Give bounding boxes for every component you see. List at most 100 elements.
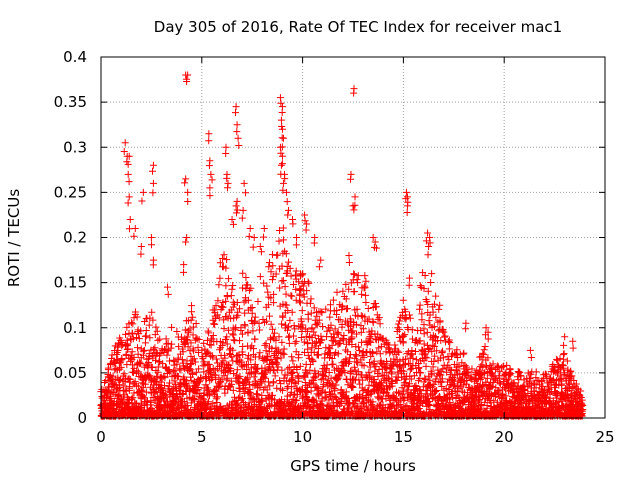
data-point-marker [164,290,172,298]
data-point-marker [108,351,116,359]
data-point-marker [190,355,198,363]
data-point-marker [134,389,142,397]
data-point-marker [317,256,325,264]
data-point-marker [543,372,551,380]
data-point-marker [288,308,296,316]
data-point-marker [219,254,227,262]
data-point-marker [439,365,447,373]
data-point-marker [426,390,434,398]
data-point-marker [298,324,306,332]
data-point-marker [364,304,372,312]
data-point-marker [131,378,139,386]
data-point-marker [349,202,357,210]
data-point-marker [263,353,271,361]
data-point-marker [331,325,339,333]
data-point-marker [399,296,407,304]
data-point-marker [345,258,353,266]
data-point-marker [418,310,426,318]
data-point-marker [445,338,453,346]
data-point-marker [449,376,457,384]
data-point-marker [311,369,319,377]
data-point-marker [318,402,326,410]
data-point-marker [259,316,267,324]
data-point-marker [424,301,432,309]
data-point-marker [300,293,308,301]
data-point-marker [414,393,422,401]
data-point-marker [430,357,438,365]
data-point-marker [348,333,356,341]
data-point-marker [252,370,260,378]
data-point-marker [223,374,231,382]
data-point-marker [433,387,441,395]
data-point-marker [484,335,492,343]
data-point-marker [129,335,137,343]
data-point-marker [350,287,358,295]
data-point-marker [155,357,163,365]
data-point-marker [267,294,275,302]
data-point-marker [408,326,416,334]
data-point-marker [205,360,213,368]
data-point-marker [321,366,329,374]
data-point-marker [405,311,413,319]
data-point-marker [264,301,272,309]
data-point-marker [243,366,251,374]
data-point-marker [429,363,437,371]
data-point-marker [568,372,576,380]
data-point-marker [430,300,438,308]
data-point-marker [111,390,119,398]
data-point-marker [288,370,296,378]
data-point-marker [233,197,241,205]
data-point-marker [274,363,282,371]
y-tick-label: 0.15 [54,274,87,292]
data-point-marker [502,392,510,400]
data-point-marker [439,354,447,362]
data-point-marker [278,109,286,117]
data-point-marker [208,352,216,360]
data-point-marker [283,371,291,379]
data-point-marker [572,380,580,388]
data-point-marker [242,189,250,197]
data-point-marker [452,394,460,402]
data-point-marker [345,285,353,293]
data-point-marker [445,345,453,353]
data-point-marker [286,264,294,272]
data-point-marker [225,275,233,283]
data-point-marker [432,388,440,396]
data-point-marker [118,356,126,364]
data-point-marker [240,298,248,306]
data-point-marker [125,193,133,201]
data-point-marker [323,327,331,335]
data-point-marker [433,347,441,355]
data-point-marker [178,356,186,364]
data-point-marker [364,386,372,394]
data-point-marker [416,337,424,345]
data-point-marker [286,316,294,324]
data-point-marker [480,370,488,378]
data-point-marker [263,386,271,394]
data-point-marker [278,366,286,374]
data-point-marker [373,348,381,356]
data-point-marker [460,349,468,357]
data-point-marker [423,354,431,362]
data-point-marker [222,297,230,305]
data-point-marker [358,371,366,379]
data-point-marker [303,220,311,228]
data-point-marker [310,328,318,336]
data-point-marker [342,346,350,354]
data-point-marker [206,192,214,200]
data-point-marker [206,184,214,192]
data-point-marker [237,327,245,335]
data-point-marker [426,376,434,384]
data-point-marker [344,381,352,389]
data-point-marker [440,328,448,336]
data-point-marker [405,281,413,289]
data-point-marker [354,343,362,351]
data-point-marker [274,251,282,259]
data-point-marker [409,354,417,362]
data-point-marker [170,367,178,375]
data-point-marker [281,175,289,183]
data-point-marker [576,392,584,400]
data-point-marker [405,274,413,282]
data-point-marker [271,329,279,337]
data-point-marker [326,301,334,309]
